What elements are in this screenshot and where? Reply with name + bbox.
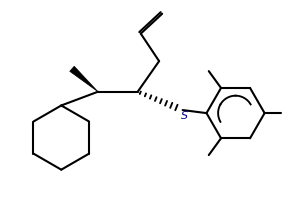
Polygon shape [70, 66, 98, 92]
Text: S: S [181, 111, 188, 121]
